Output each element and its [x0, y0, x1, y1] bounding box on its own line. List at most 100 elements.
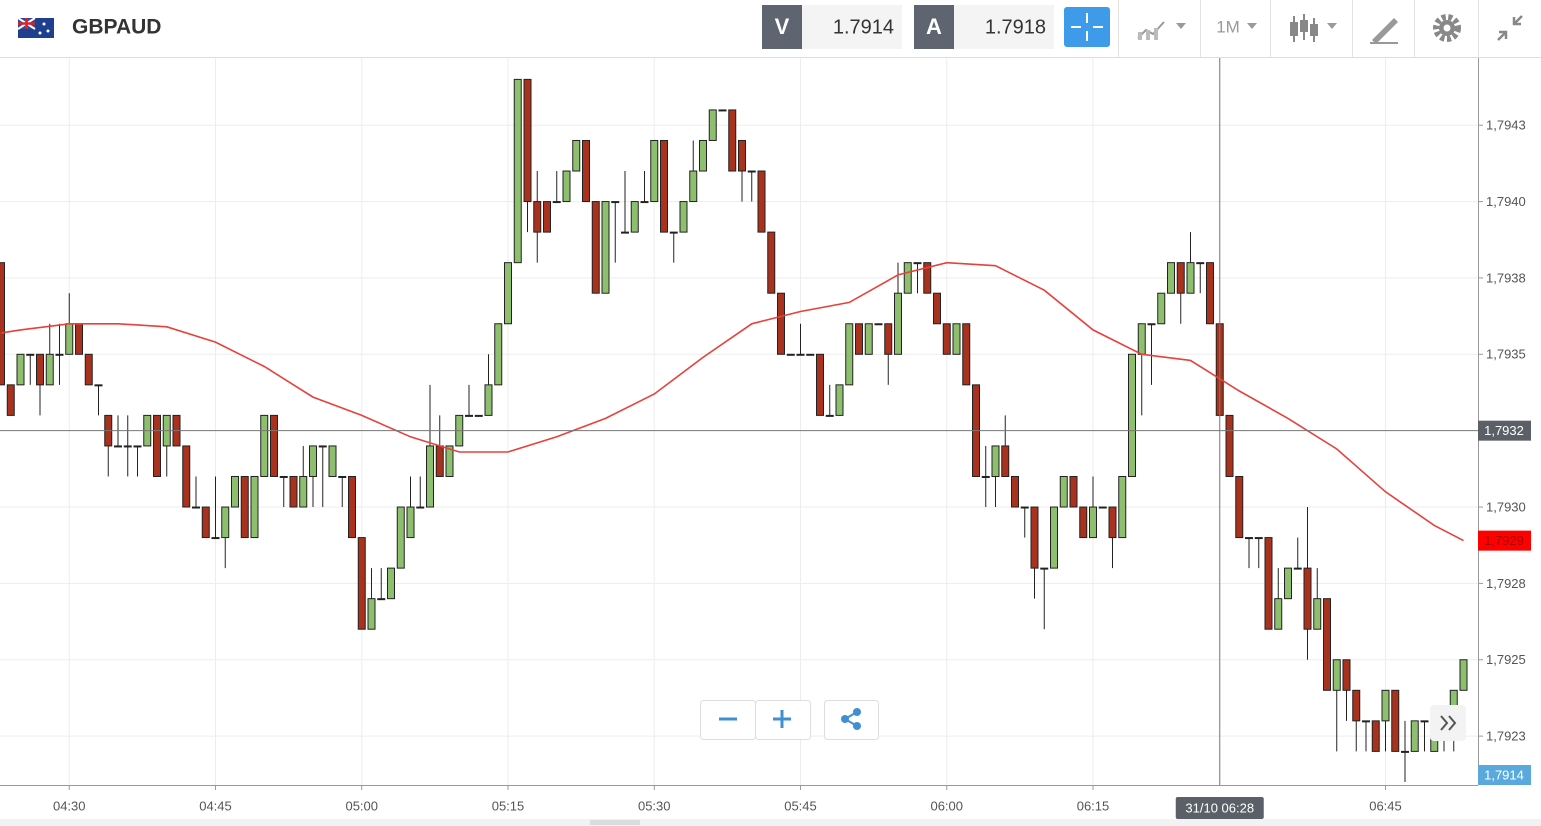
scroll-bar[interactable] — [0, 819, 1541, 826]
price-tag — [1478, 765, 1531, 785]
candle-body — [1069, 475, 1078, 508]
candle-body — [396, 506, 405, 569]
candle-body — [728, 109, 737, 172]
candle-body — [962, 323, 971, 386]
timeframe-button[interactable]: 1M — [1216, 17, 1257, 36]
candle-body — [572, 139, 581, 172]
candle-body — [387, 567, 395, 600]
candle-body — [1235, 475, 1244, 539]
y-tick-label: 1,7925 — [1486, 652, 1526, 667]
candle-body — [767, 231, 776, 294]
flag-icon — [17, 17, 54, 38]
candle-body — [845, 323, 854, 386]
candle-body — [533, 201, 542, 233]
candle-body — [55, 353, 64, 356]
candle-body — [465, 414, 473, 417]
candle-body — [1303, 567, 1312, 630]
crosshair-time-label: 31/10 06:28 — [1185, 800, 1254, 815]
settings-button[interactable] — [1433, 14, 1461, 42]
candle-body — [250, 475, 259, 539]
sell-price-box — [802, 5, 902, 49]
candle-body — [825, 414, 834, 417]
draw-button[interactable] — [1370, 18, 1398, 44]
candle-body — [309, 445, 317, 477]
candle-body — [786, 353, 795, 356]
candle-body — [348, 475, 356, 539]
candle-body — [913, 262, 922, 265]
x-tick-label: 04:45 — [199, 798, 232, 813]
candle-style-button[interactable] — [1290, 14, 1337, 42]
candle-body — [1274, 598, 1283, 630]
candle-body — [65, 323, 74, 355]
candle-body — [923, 262, 932, 294]
candle-body — [884, 323, 893, 355]
crosshair-time-tag — [1175, 797, 1264, 819]
zoom-in-button[interactable] — [755, 700, 811, 740]
scroll-right-button[interactable] — [1430, 705, 1466, 741]
candle-body — [855, 323, 863, 355]
candle-body — [1128, 353, 1136, 477]
candle-body — [591, 201, 600, 294]
candle-body — [426, 445, 434, 508]
x-tick-label: 06:45 — [1369, 798, 1402, 813]
candle-body — [757, 170, 766, 233]
candle-body — [45, 353, 54, 386]
x-tick-label: 05:45 — [784, 798, 817, 813]
x-tick-label: 04:30 — [53, 798, 86, 813]
sell-label: V — [775, 14, 790, 39]
candle-body — [94, 384, 103, 387]
candle-body — [543, 201, 551, 233]
candle-body — [211, 537, 220, 540]
x-tick-label: 06:00 — [930, 798, 963, 813]
ma-tag-label: 1,7929 — [1484, 533, 1524, 548]
candle-body — [1001, 445, 1010, 477]
candle-body — [0, 262, 5, 386]
ma-tag — [1478, 530, 1531, 551]
candle-body — [777, 292, 785, 355]
candle-body — [523, 78, 532, 203]
candle-body — [84, 353, 93, 386]
candle-body — [806, 353, 815, 356]
y-tick-label: 1,7940 — [1486, 194, 1526, 209]
candle-body — [1020, 506, 1029, 509]
candle-body — [1410, 720, 1419, 752]
candle-body — [1420, 720, 1429, 723]
candle-body — [182, 445, 191, 508]
candle-body — [699, 139, 707, 172]
candle-body — [562, 170, 571, 203]
candle-body — [708, 109, 717, 141]
collapse-button[interactable] — [1497, 15, 1523, 41]
candle-body — [552, 201, 561, 204]
y-tick-label: 1,7930 — [1486, 499, 1526, 514]
candle-body — [650, 139, 659, 203]
sell-button[interactable] — [762, 5, 802, 49]
zoom-out-button[interactable] — [700, 700, 756, 740]
x-tick-label: 05:15 — [492, 798, 525, 813]
candle-body — [318, 445, 327, 448]
candle-body — [1167, 262, 1175, 294]
candle-body — [26, 353, 35, 356]
candle-body — [299, 475, 308, 508]
candle-body — [270, 414, 278, 477]
symbol: GBPAUD — [72, 16, 161, 39]
candle-body — [1196, 262, 1205, 265]
candle-body — [796, 353, 805, 356]
x-tick-label: 05:00 — [345, 798, 378, 813]
candle-body — [279, 475, 288, 478]
candle-body — [952, 323, 961, 355]
y-tick-label: 1,7923 — [1486, 729, 1526, 744]
grid: 1,7923 1,7925 1,7928 1,7930 1,7935 1,7938 1,79… — [0, 58, 1526, 813]
buy-price-box — [954, 5, 1054, 49]
candle-body — [640, 201, 649, 204]
chart-type-button[interactable] — [1137, 21, 1186, 40]
buy-label: A — [926, 14, 942, 39]
share-button[interactable] — [824, 700, 879, 740]
candle-body — [1011, 475, 1019, 508]
crosshair-button[interactable] — [1064, 7, 1110, 47]
buy-button[interactable] — [914, 5, 954, 49]
candle-body — [435, 445, 444, 477]
candle-body — [942, 323, 951, 355]
scroll-thumb[interactable] — [590, 820, 640, 825]
candle-body — [1313, 598, 1322, 630]
